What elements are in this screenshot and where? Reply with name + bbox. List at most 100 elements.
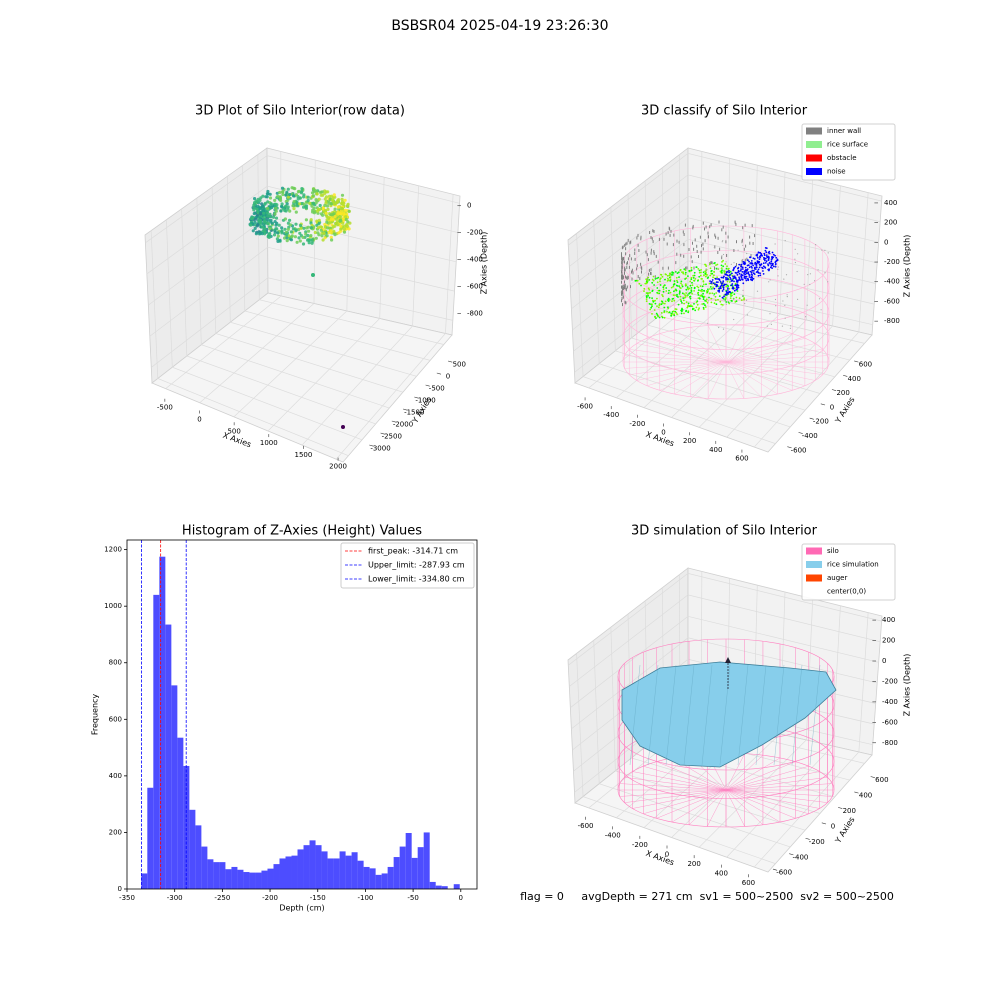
decor-point [743, 297, 745, 300]
decor-point [621, 261, 623, 265]
decor-wire [674, 361, 727, 395]
decor-point [727, 267, 730, 270]
decor-point [695, 301, 698, 304]
decor-point [656, 314, 659, 316]
decor-point [249, 223, 253, 227]
tick-mark [820, 403, 826, 406]
decor-point [621, 265, 623, 269]
z-tick-label: -800 [467, 310, 483, 318]
y-tick-label: 200 [843, 807, 856, 815]
bar [315, 845, 322, 889]
bar [327, 858, 334, 889]
decor-point [765, 247, 768, 250]
decor-point [718, 291, 721, 293]
grid-line [569, 594, 881, 687]
decor-wire [725, 771, 820, 791]
decor-point [809, 273, 812, 275]
decor-point [624, 283, 626, 287]
decor-point [739, 279, 742, 282]
legend-label: Lower_limit: -334.80 cm [368, 575, 465, 584]
decor-point [722, 253, 725, 256]
decor-point [343, 208, 347, 212]
decor-point [276, 234, 280, 238]
decor-point [684, 223, 686, 227]
decor-point [268, 214, 272, 218]
decor-point [748, 266, 751, 269]
decor-point [253, 226, 257, 230]
decor-point [344, 215, 348, 219]
decor-point [740, 299, 743, 301]
legend-label: auger [827, 574, 847, 582]
decor-point [733, 318, 735, 321]
decor-point [663, 311, 666, 314]
decor-point [311, 238, 315, 242]
decor-wire [647, 338, 727, 363]
decor-point [294, 193, 298, 197]
decor-point [666, 310, 668, 313]
decor-wire [643, 766, 727, 791]
chart-title: 3D Plot of Silo Interior(row data) [195, 104, 405, 119]
decor-point [715, 267, 718, 270]
decor-point [662, 285, 665, 287]
x-tick-label: 600 [742, 879, 755, 887]
decor-point [291, 204, 295, 208]
decor-point [254, 199, 258, 203]
decor-point [662, 266, 664, 270]
decor-point [683, 293, 685, 295]
decor-wire [632, 771, 727, 791]
decor-point [672, 294, 675, 296]
tick-mark [402, 408, 408, 411]
decor-wire [725, 755, 764, 791]
decor-point [770, 260, 773, 263]
decor-point [708, 282, 711, 285]
decor-point [648, 303, 651, 305]
decor-point [638, 249, 640, 252]
decor-point [634, 279, 637, 282]
decor-point [741, 240, 743, 244]
decor-point [651, 303, 653, 306]
decor-point [651, 305, 653, 307]
decor-wire [725, 361, 793, 391]
decor-point [676, 285, 679, 287]
decor-point [623, 257, 625, 260]
decor-point [742, 289, 744, 291]
decor-point [694, 238, 696, 242]
decor-point [727, 278, 729, 281]
decor-point [346, 220, 350, 224]
decor-point [621, 263, 623, 267]
x-tick-label: -350 [119, 894, 135, 902]
decor-point [716, 276, 718, 279]
decor-point [797, 298, 799, 300]
decor-point [732, 275, 734, 278]
decor-point [740, 276, 743, 279]
decor-point [785, 274, 788, 276]
decor-point [703, 274, 705, 276]
decor-point [725, 301, 728, 303]
decor-point [703, 289, 705, 292]
decor-point [668, 274, 671, 277]
decor-point [296, 190, 300, 194]
decor-point [266, 206, 270, 210]
decor-point [727, 293, 729, 295]
decor-point [748, 261, 751, 264]
grid-line [571, 637, 878, 730]
decor-point [621, 274, 623, 278]
decor-point [674, 294, 676, 296]
decor-point [713, 270, 715, 273]
decor-point [653, 284, 655, 286]
decor-point [768, 281, 770, 283]
decor-point [298, 231, 302, 235]
decor-point [753, 258, 756, 260]
y-tick-label: 0 [446, 373, 450, 381]
decor-point [306, 195, 310, 199]
decor-point [311, 273, 315, 277]
decor-point [332, 202, 336, 206]
x-tick-label: 1000 [260, 439, 278, 447]
decor-point [661, 294, 663, 296]
decor-point [665, 290, 668, 292]
decor-point [723, 283, 726, 286]
decor-point [270, 221, 274, 225]
decor-point [697, 294, 700, 296]
decor-point [655, 254, 657, 258]
decor-point [710, 280, 713, 283]
